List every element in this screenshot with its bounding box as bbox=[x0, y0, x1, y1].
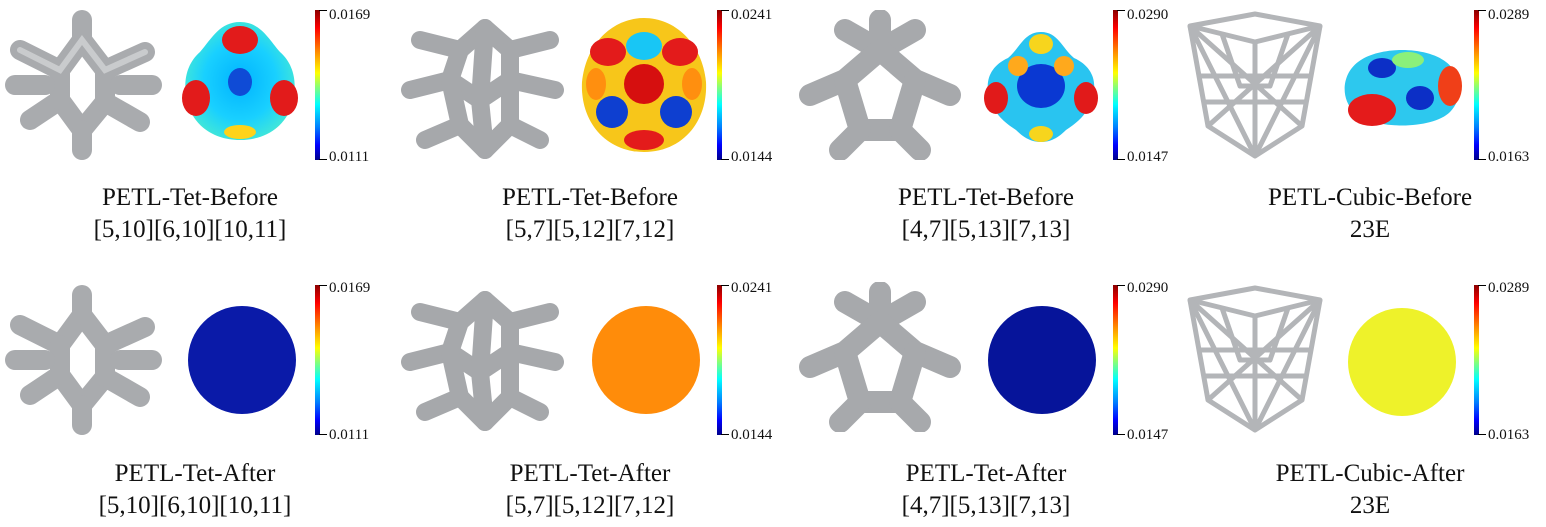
sh-map-sphere bbox=[1344, 50, 1462, 126]
caption-subtitle: [5,7][5,12][7,12] bbox=[505, 216, 675, 243]
sh-map-sphere bbox=[592, 306, 700, 414]
colorbar-max-label: 0.0169 bbox=[329, 280, 371, 296]
colorbar-tick bbox=[1478, 285, 1486, 286]
colorbar-gradient bbox=[1113, 285, 1118, 435]
panel-caption: PETL-Tet-Before [5,10][6,10][10,11] bbox=[0, 182, 380, 246]
lattice-structure-tet-icon bbox=[5, 285, 162, 435]
caption-title: PETL-Tet-After bbox=[905, 460, 1067, 487]
lattice-structure-tet-icon bbox=[799, 10, 961, 160]
colorbar-max-label: 0.0289 bbox=[1488, 7, 1530, 23]
caption-title: PETL-Tet-Before bbox=[502, 184, 678, 211]
caption-title: PETL-Tet-After bbox=[509, 460, 671, 487]
sh-map-sphere bbox=[984, 32, 1098, 142]
colorbar-gradient bbox=[717, 10, 722, 160]
lattice-structure-tet-icon bbox=[799, 282, 961, 432]
caption-subtitle: [4,7][5,13][7,13] bbox=[901, 492, 1071, 519]
caption-subtitle: [5,10][6,10][10,11] bbox=[98, 492, 292, 519]
colorbar-max-label: 0.0169 bbox=[329, 7, 371, 23]
colorbar-max-label: 0.0290 bbox=[1127, 280, 1169, 296]
sh-map-sphere bbox=[988, 306, 1096, 414]
colorbar-gradient bbox=[1474, 285, 1479, 435]
colorbar-min-label: 0.0144 bbox=[731, 427, 773, 443]
colorbar-max-label: 0.0241 bbox=[731, 280, 773, 296]
colorbar-tick bbox=[721, 434, 729, 435]
caption-title: PETL-Tet-Before bbox=[102, 184, 278, 211]
colorbar-min-label: 0.0144 bbox=[731, 149, 773, 165]
colorbar-tick bbox=[721, 10, 729, 11]
lattice-structure-tet-icon bbox=[401, 19, 564, 159]
caption-subtitle: [5,7][5,12][7,12] bbox=[505, 492, 675, 519]
colorbar-min-label: 0.0111 bbox=[329, 149, 370, 165]
colorbar-tick bbox=[721, 159, 729, 160]
colorbar-tick bbox=[1117, 285, 1125, 286]
caption-subtitle: 23E bbox=[1349, 216, 1391, 243]
colorbar-max-label: 0.0290 bbox=[1127, 7, 1169, 23]
colorbar-tick bbox=[319, 285, 327, 286]
lattice-structure-cubic-icon bbox=[1187, 285, 1323, 433]
caption-title: PETL-Cubic-After bbox=[1275, 460, 1465, 487]
panel-caption: PETL-Tet-After [4,7][5,13][7,13] bbox=[796, 458, 1176, 522]
panel-caption: PETL-Tet-Before [4,7][5,13][7,13] bbox=[796, 182, 1176, 246]
colorbar-max-label: 0.0241 bbox=[731, 7, 773, 23]
panel-caption: PETL-Tet-Before [5,7][5,12][7,12] bbox=[400, 182, 780, 246]
colorbar-tick bbox=[319, 434, 327, 435]
colorbar-min-label: 0.0163 bbox=[1488, 149, 1530, 165]
caption-title: PETL-Tet-Before bbox=[898, 184, 1074, 211]
colorbar-tick bbox=[1117, 159, 1125, 160]
colorbar-gradient bbox=[315, 10, 320, 160]
caption-title: PETL-Cubic-Before bbox=[1267, 184, 1473, 211]
colorbar-tick bbox=[1478, 10, 1486, 11]
caption-title: PETL-Tet-After bbox=[114, 460, 276, 487]
caption-subtitle: [5,10][6,10][10,11] bbox=[93, 216, 287, 243]
lattice-structure-cubic-icon bbox=[1187, 11, 1323, 159]
colorbar-gradient bbox=[1474, 10, 1479, 160]
lattice-structure-tet-icon bbox=[5, 10, 162, 160]
colorbar-gradient bbox=[315, 285, 320, 435]
colorbar-tick bbox=[721, 285, 729, 286]
colorbar-gradient bbox=[1113, 10, 1118, 160]
sh-map-sphere bbox=[1348, 308, 1456, 416]
sh-map-sphere bbox=[581, 18, 707, 152]
colorbar-tick bbox=[319, 159, 327, 160]
colorbar-tick bbox=[1478, 159, 1486, 160]
panel-caption: PETL-Cubic-Before 23E bbox=[1190, 182, 1546, 246]
sh-map-sphere bbox=[188, 306, 296, 414]
sh-map-sphere bbox=[182, 22, 298, 140]
colorbar-min-label: 0.0147 bbox=[1127, 427, 1169, 443]
colorbar-max-label: 0.0289 bbox=[1488, 280, 1530, 296]
caption-subtitle: [4,7][5,13][7,13] bbox=[901, 216, 1071, 243]
colorbar-tick bbox=[1117, 434, 1125, 435]
panel-caption: PETL-Cubic-After 23E bbox=[1190, 458, 1546, 522]
lattice-structure-tet-icon bbox=[401, 291, 564, 431]
colorbar-min-label: 0.0111 bbox=[329, 427, 370, 443]
caption-subtitle: 23E bbox=[1349, 492, 1391, 519]
colorbar-tick bbox=[1117, 10, 1125, 11]
colorbar-min-label: 0.0147 bbox=[1127, 149, 1169, 165]
panel-caption: PETL-Tet-After [5,10][6,10][10,11] bbox=[0, 458, 390, 522]
colorbar-gradient bbox=[717, 285, 722, 435]
colorbar-tick bbox=[1478, 434, 1486, 435]
colorbar-min-label: 0.0163 bbox=[1488, 427, 1530, 443]
colorbar-tick bbox=[319, 10, 327, 11]
panel-caption: PETL-Tet-After [5,7][5,12][7,12] bbox=[400, 458, 780, 522]
